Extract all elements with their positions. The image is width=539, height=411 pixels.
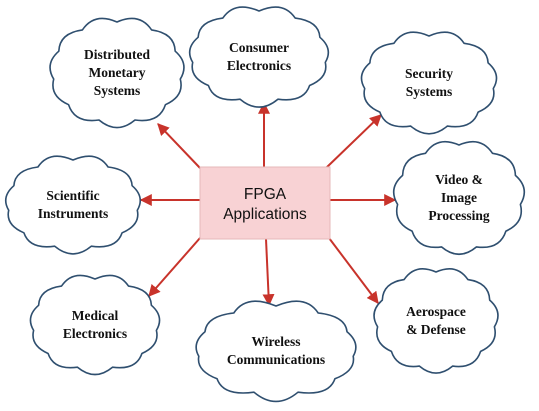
cloud-consumer-electronics: Consumer Electronics xyxy=(188,6,330,108)
cloud-wireless-communications: Wireless Communications xyxy=(195,300,357,403)
cloud-video-image-processing: Video & Image Processing xyxy=(392,140,526,256)
cloud-label-line: Systems xyxy=(94,83,141,98)
connector-arrow-distributed-monetary-systems xyxy=(157,123,201,169)
cloud-label-line: Processing xyxy=(428,208,489,223)
center-box xyxy=(199,166,331,240)
cloud-label-line: Image xyxy=(441,190,477,205)
cloud-medical-electronics: Medical Electronics xyxy=(29,274,161,376)
cloud-shape xyxy=(49,17,185,129)
cloud-shape xyxy=(29,274,161,376)
center-label-line-2: Applications xyxy=(223,206,307,223)
cloud-label-line: Electronics xyxy=(227,58,291,73)
cloud-label-line: Medical xyxy=(72,308,119,323)
cloud-label-line: Wireless xyxy=(252,334,301,349)
cloud-label-line: Video & xyxy=(435,172,483,187)
connector-arrow-wireless-communications xyxy=(262,238,275,307)
cloud-shape xyxy=(373,268,499,374)
cloud-label-line: Scientific xyxy=(46,188,99,203)
cloud-label-line: Monetary xyxy=(89,65,146,80)
cloud-label-line: Electronics xyxy=(63,326,127,341)
cloud-label-line: Distributed xyxy=(84,47,150,62)
cloud-label-line: Aerospace xyxy=(406,304,466,319)
cloud-shape xyxy=(195,300,357,403)
center-node: FPGA Applications xyxy=(199,166,331,240)
cloud-shape xyxy=(188,6,330,108)
connector-arrow-medical-electronics xyxy=(148,237,201,297)
cloud-security-systems: Security Systems xyxy=(360,31,498,135)
cloud-label-line: Communications xyxy=(227,352,325,367)
cloud-shape xyxy=(392,140,526,256)
center-label-line-1: FPGA xyxy=(244,186,287,203)
cloud-scientific-instruments: Scientific Instruments xyxy=(4,155,142,255)
cloud-label-line: Instruments xyxy=(38,206,109,221)
connector-arrows xyxy=(139,101,397,307)
connector-arrow-aerospace-defense xyxy=(328,237,379,304)
application-clouds: Distributed Monetary Systems Consumer Electr… xyxy=(4,6,526,403)
cloud-distributed-monetary-systems: Distributed Monetary Systems xyxy=(49,17,185,129)
connector-arrow-security-systems xyxy=(325,114,382,169)
cloud-label-line: Systems xyxy=(406,84,453,99)
cloud-label-line: Security xyxy=(405,66,453,81)
cloud-aerospace-defense: Aerospace & Defense xyxy=(373,268,499,374)
cloud-shape xyxy=(4,155,142,255)
cloud-label-line: Consumer xyxy=(229,40,289,55)
cloud-shape xyxy=(360,31,498,135)
cloud-label-line: & Defense xyxy=(406,322,466,337)
